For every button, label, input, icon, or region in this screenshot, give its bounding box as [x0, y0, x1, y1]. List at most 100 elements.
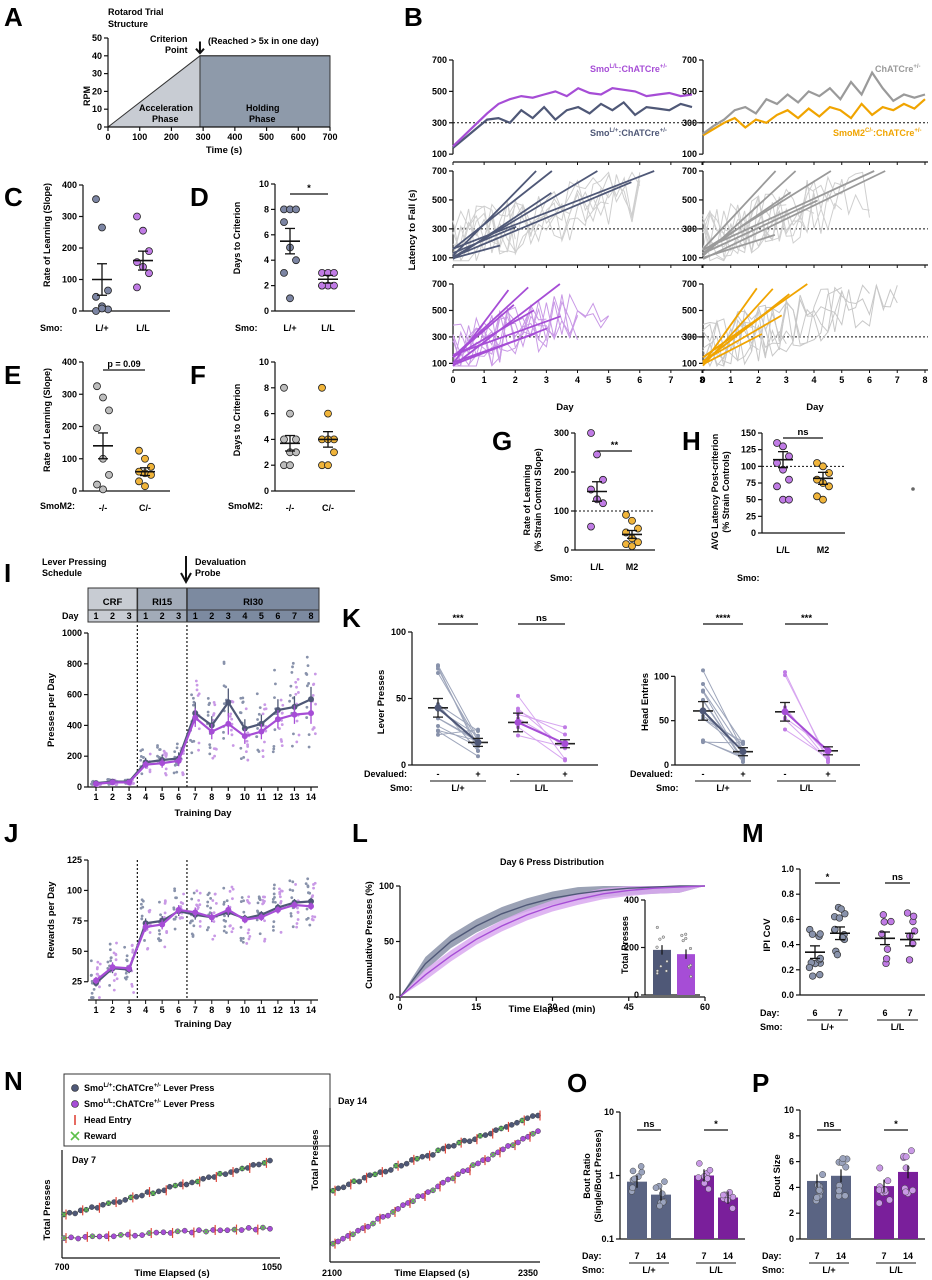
- panel-m-point: [841, 910, 849, 918]
- panel-f-label: F: [190, 360, 206, 390]
- pC-ytick-label: 100: [62, 275, 77, 285]
- series-point: [192, 909, 199, 916]
- pE-point: [99, 485, 107, 494]
- series-line-SmoM2 C/-:ChATCre+/-: [702, 98, 926, 137]
- subject-point: [516, 706, 520, 711]
- raw-point: [143, 939, 146, 942]
- raw-point: [125, 959, 129, 963]
- raw-point: [247, 928, 251, 932]
- panel-j-xtick-label: 12: [273, 1005, 283, 1015]
- pH-point: [785, 475, 793, 484]
- panel-i-xtick-label: 14: [306, 792, 316, 802]
- raw-point: [206, 710, 210, 714]
- reward: [350, 1231, 356, 1237]
- raw-point: [98, 985, 101, 989]
- panel-b-xtick-label: 5: [606, 375, 611, 385]
- lever-press: [385, 1212, 391, 1219]
- raw-point: [297, 733, 301, 737]
- phase-day-label: 4: [242, 611, 247, 621]
- panel-o-point: [705, 1185, 712, 1193]
- raw-point: [222, 702, 226, 706]
- panel-a-xtick-label: 100: [132, 132, 147, 142]
- panel-b-2-ytick-label: 100: [432, 253, 447, 263]
- raw-point: [304, 672, 308, 675]
- pG-category: M2: [626, 562, 639, 572]
- panel-d-group-label: Smo:: [235, 323, 258, 333]
- panel-i-xtick-label: 10: [240, 792, 250, 802]
- pD-ytick-label: 6: [264, 230, 269, 240]
- probe-label-2: Probe: [195, 568, 221, 578]
- subject-line: [517, 735, 566, 748]
- reward: [498, 1126, 504, 1131]
- raw-point: [109, 959, 113, 963]
- phase-block-RI15: [137, 587, 188, 623]
- panel-o-point: [661, 1178, 668, 1185]
- pC-point: [98, 304, 106, 313]
- raw-point: [231, 744, 235, 747]
- raw-point: [239, 900, 243, 903]
- panel-p-point: [835, 1187, 843, 1195]
- raw-point: [89, 959, 93, 963]
- pC-category: L/L: [136, 323, 150, 333]
- raw-point: [272, 892, 276, 896]
- panel-i: I Lever Pressing Schedule Devaluation Pr…: [4, 556, 320, 819]
- pC-ytick-label: 200: [62, 243, 77, 253]
- raw-point: [96, 960, 100, 964]
- phase-label: CRF: [103, 597, 123, 608]
- panel-p-point: [813, 1194, 821, 1202]
- raw-point: [263, 740, 266, 744]
- raw-point: [240, 896, 244, 899]
- inset-ylabel: Total Presses: [620, 916, 630, 974]
- panel-p-point: [886, 1196, 893, 1204]
- raw-point: [147, 910, 151, 914]
- pF-ytick-label: 4: [264, 434, 269, 444]
- raw-point: [181, 902, 185, 905]
- series-line-Smo L/L: [95, 903, 312, 982]
- reward: [61, 1235, 67, 1241]
- inset-point: [659, 964, 663, 968]
- pE-point: [135, 446, 143, 455]
- pC-ytick-label: 0: [72, 306, 77, 316]
- subject-line: [517, 695, 566, 760]
- raw-point: [109, 956, 113, 960]
- raw-point: [112, 988, 116, 992]
- lever-press: [460, 1168, 466, 1174]
- panel-p-sig-label: *: [894, 1119, 898, 1130]
- panel-o-point: [658, 1190, 666, 1197]
- panel-b-xlabel-left: Day: [556, 402, 574, 413]
- subject-point: [701, 681, 705, 686]
- raw-point: [192, 703, 195, 707]
- group-label: L/+: [716, 783, 729, 793]
- panel-o-point: [629, 1167, 637, 1175]
- panel-p-ytick-label: 4: [789, 1182, 794, 1192]
- pD-point: [280, 218, 288, 227]
- pD-point: [330, 281, 338, 290]
- lever-press: [181, 1227, 188, 1234]
- raw-point: [272, 747, 276, 751]
- raw-point: [292, 732, 295, 736]
- raw-point: [248, 935, 252, 938]
- raw-trace: [702, 321, 759, 362]
- pH-point: [773, 482, 781, 491]
- panel-b-2-ytick-label: 300: [432, 224, 447, 234]
- panel-a-ytick-label: 0: [97, 122, 102, 132]
- panel-p-day: 7: [881, 1251, 886, 1261]
- lever-press: [525, 1133, 531, 1140]
- panel-m-point: [816, 930, 824, 938]
- panel-o-point: [638, 1168, 646, 1176]
- panel-m-day: 6: [882, 1008, 887, 1018]
- panel-i-ytick-label: 400: [67, 720, 82, 730]
- mean-point: [739, 748, 747, 756]
- panel-l-xtick-label: 60: [700, 1002, 710, 1012]
- subject-line: [437, 668, 479, 747]
- series-point: [208, 728, 215, 735]
- raw-point: [261, 898, 265, 902]
- panel-b-0-ytick-label: 500: [432, 86, 447, 96]
- inset-point: [655, 945, 659, 949]
- raw-point: [130, 943, 134, 947]
- panel-o-point: [696, 1160, 703, 1167]
- raw-point: [197, 748, 200, 752]
- raw-point: [212, 911, 216, 915]
- lever-press: [100, 1201, 106, 1208]
